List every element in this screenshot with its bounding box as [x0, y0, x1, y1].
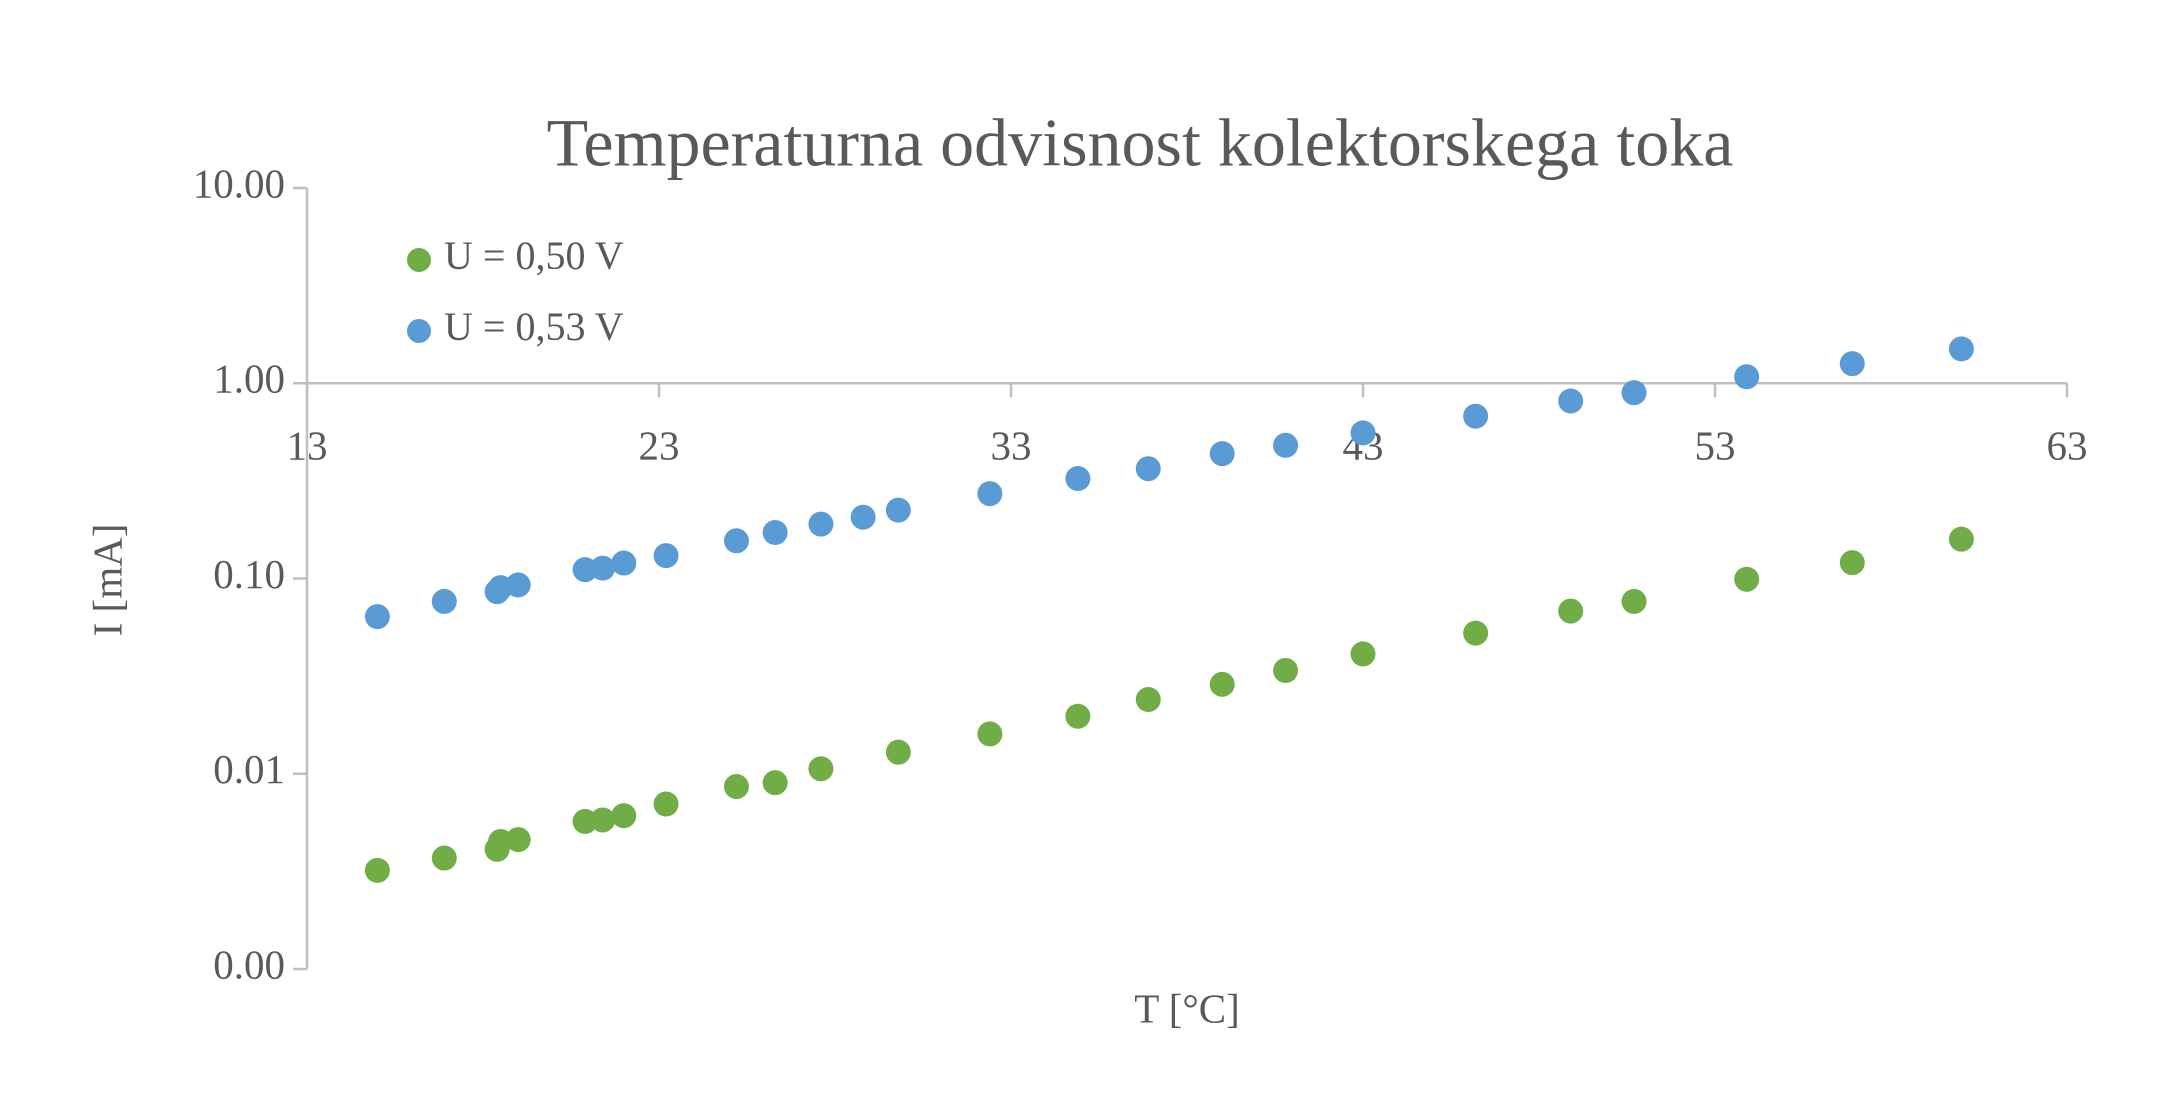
data-point [1135, 456, 1161, 482]
y-tick-label: 1.00 [213, 356, 285, 402]
data-point [808, 511, 834, 537]
data-point [1734, 566, 1760, 592]
data-point [885, 739, 911, 765]
x-tick-label: 13 [287, 423, 328, 469]
legend-marker [407, 248, 431, 272]
data-point [1948, 336, 1974, 362]
y-tick-label: 10.00 [193, 160, 285, 206]
data-point [1948, 526, 1974, 552]
data-point [505, 572, 531, 598]
data-point [431, 845, 457, 871]
data-point [431, 588, 457, 614]
y-tick-label: 0.00 [213, 941, 285, 987]
data-point [590, 555, 616, 581]
data-point [1065, 703, 1091, 729]
data-point [977, 481, 1003, 507]
data-point [1209, 671, 1235, 697]
data-point [1463, 403, 1489, 429]
data-point [1273, 432, 1299, 458]
x-axis-title: T [°C] [1134, 985, 1240, 1031]
data-point [653, 791, 679, 817]
data-point [1135, 687, 1161, 713]
data-point [364, 604, 390, 630]
legend-label: U = 0,53 V [444, 304, 624, 349]
data-point [1065, 466, 1091, 492]
data-point [611, 550, 637, 576]
y-axis-title: I [mA] [84, 524, 130, 637]
data-point [1273, 657, 1299, 683]
data-point [1463, 620, 1489, 646]
data-point [850, 504, 876, 530]
data-point [885, 497, 911, 523]
y-tick-label: 0.10 [213, 551, 285, 597]
data-point [1621, 588, 1647, 614]
data-point [977, 721, 1003, 747]
data-point [1209, 441, 1235, 467]
x-tick-label: 23 [639, 423, 680, 469]
data-point [1350, 641, 1376, 667]
data-point [723, 774, 749, 800]
data-point [364, 857, 390, 883]
y-tick-label: 0.01 [213, 746, 285, 792]
data-point [1839, 550, 1865, 576]
data-point [723, 528, 749, 554]
data-point [590, 807, 616, 833]
x-tick-label: 53 [1695, 423, 1736, 469]
data-point [653, 543, 679, 569]
chart-title: Temperaturna odvisnost kolektorskega tok… [547, 105, 1734, 181]
legend-label: U = 0,50 V [444, 233, 624, 278]
data-point [808, 756, 834, 782]
data-point [1558, 388, 1584, 414]
data-point [1734, 364, 1760, 390]
x-tick-label: 33 [991, 423, 1032, 469]
data-point [1839, 351, 1865, 377]
data-point [1350, 420, 1376, 446]
x-tick-label: 63 [2047, 423, 2088, 469]
data-point [1621, 380, 1647, 406]
data-point [1558, 598, 1584, 624]
data-point [505, 827, 531, 853]
legend-marker [407, 319, 431, 343]
data-point [611, 803, 637, 829]
data-point [762, 770, 788, 796]
data-point [762, 520, 788, 546]
